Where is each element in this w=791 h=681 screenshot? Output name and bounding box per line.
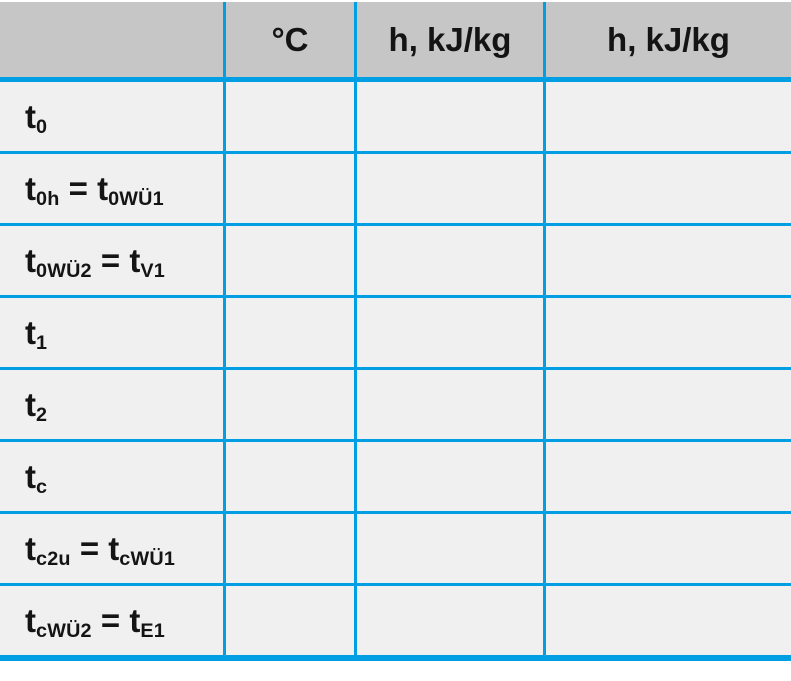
row-label-text: tc2u = tcWÜ1 bbox=[25, 529, 176, 571]
value-cell-empty bbox=[543, 298, 791, 367]
value-cell-empty bbox=[223, 370, 354, 439]
row-label-cell: tcWÜ2 = tE1 bbox=[0, 586, 223, 655]
row-label-cell: t2 bbox=[0, 370, 223, 439]
table-row: tcWÜ2 = tE1 bbox=[0, 583, 791, 655]
table-header-row: °C h, kJ/kg h, kJ/kg bbox=[0, 2, 791, 77]
row-label-cell: t0WÜ2 = tV1 bbox=[0, 226, 223, 295]
value-cell-empty bbox=[543, 226, 791, 295]
temperature-enthalpy-table: °C h, kJ/kg h, kJ/kg t0 t0h = t0WÜ1 t0WÜ2 … bbox=[0, 2, 791, 661]
table-row: t0WÜ2 = tV1 bbox=[0, 223, 791, 295]
value-cell-empty bbox=[543, 586, 791, 655]
header-cell-empty bbox=[0, 2, 223, 77]
table-row: t2 bbox=[0, 367, 791, 439]
table-row: t1 bbox=[0, 295, 791, 367]
row-label-text: t0h = t0WÜ1 bbox=[25, 169, 164, 211]
header-cell-celsius: °C bbox=[223, 2, 354, 77]
row-label-text: t0WÜ2 = tV1 bbox=[25, 241, 165, 283]
value-cell-empty bbox=[223, 442, 354, 511]
header-cell-enthalpy-2: h, kJ/kg bbox=[543, 2, 791, 77]
value-cell-empty bbox=[354, 154, 543, 223]
row-label-text: t2 bbox=[25, 385, 48, 427]
value-cell-empty bbox=[543, 514, 791, 583]
value-cell-empty bbox=[223, 154, 354, 223]
row-label-cell: t1 bbox=[0, 298, 223, 367]
row-label-text: t1 bbox=[25, 313, 48, 355]
value-cell-empty bbox=[543, 82, 791, 151]
value-cell-empty bbox=[354, 442, 543, 511]
value-cell-empty bbox=[543, 154, 791, 223]
value-cell-empty bbox=[354, 586, 543, 655]
table-bottom-border bbox=[0, 655, 791, 661]
row-label-text: tc bbox=[25, 457, 48, 499]
row-label-text: tcWÜ2 = tE1 bbox=[25, 601, 165, 643]
row-label-cell: t0 bbox=[0, 82, 223, 151]
value-cell-empty bbox=[223, 514, 354, 583]
header-cell-enthalpy-1: h, kJ/kg bbox=[354, 2, 543, 77]
header-divider bbox=[0, 77, 791, 82]
row-label-cell: tc2u = tcWÜ1 bbox=[0, 514, 223, 583]
value-cell-empty bbox=[543, 442, 791, 511]
value-cell-empty bbox=[354, 298, 543, 367]
table-row: t0h = t0WÜ1 bbox=[0, 151, 791, 223]
table-row: t0 bbox=[0, 82, 791, 151]
value-cell-empty bbox=[354, 514, 543, 583]
row-label-text: t0 bbox=[25, 97, 48, 139]
value-cell-empty bbox=[354, 226, 543, 295]
value-cell-empty bbox=[223, 82, 354, 151]
table-row: tc bbox=[0, 439, 791, 511]
value-cell-empty bbox=[354, 370, 543, 439]
value-cell-empty bbox=[543, 370, 791, 439]
row-label-cell: tc bbox=[0, 442, 223, 511]
table-body: t0 t0h = t0WÜ1 t0WÜ2 = tV1 t1 t2 tc tc2u = tcW… bbox=[0, 82, 791, 655]
value-cell-empty bbox=[223, 298, 354, 367]
value-cell-empty bbox=[223, 586, 354, 655]
row-label-cell: t0h = t0WÜ1 bbox=[0, 154, 223, 223]
table-row: tc2u = tcWÜ1 bbox=[0, 511, 791, 583]
value-cell-empty bbox=[354, 82, 543, 151]
value-cell-empty bbox=[223, 226, 354, 295]
